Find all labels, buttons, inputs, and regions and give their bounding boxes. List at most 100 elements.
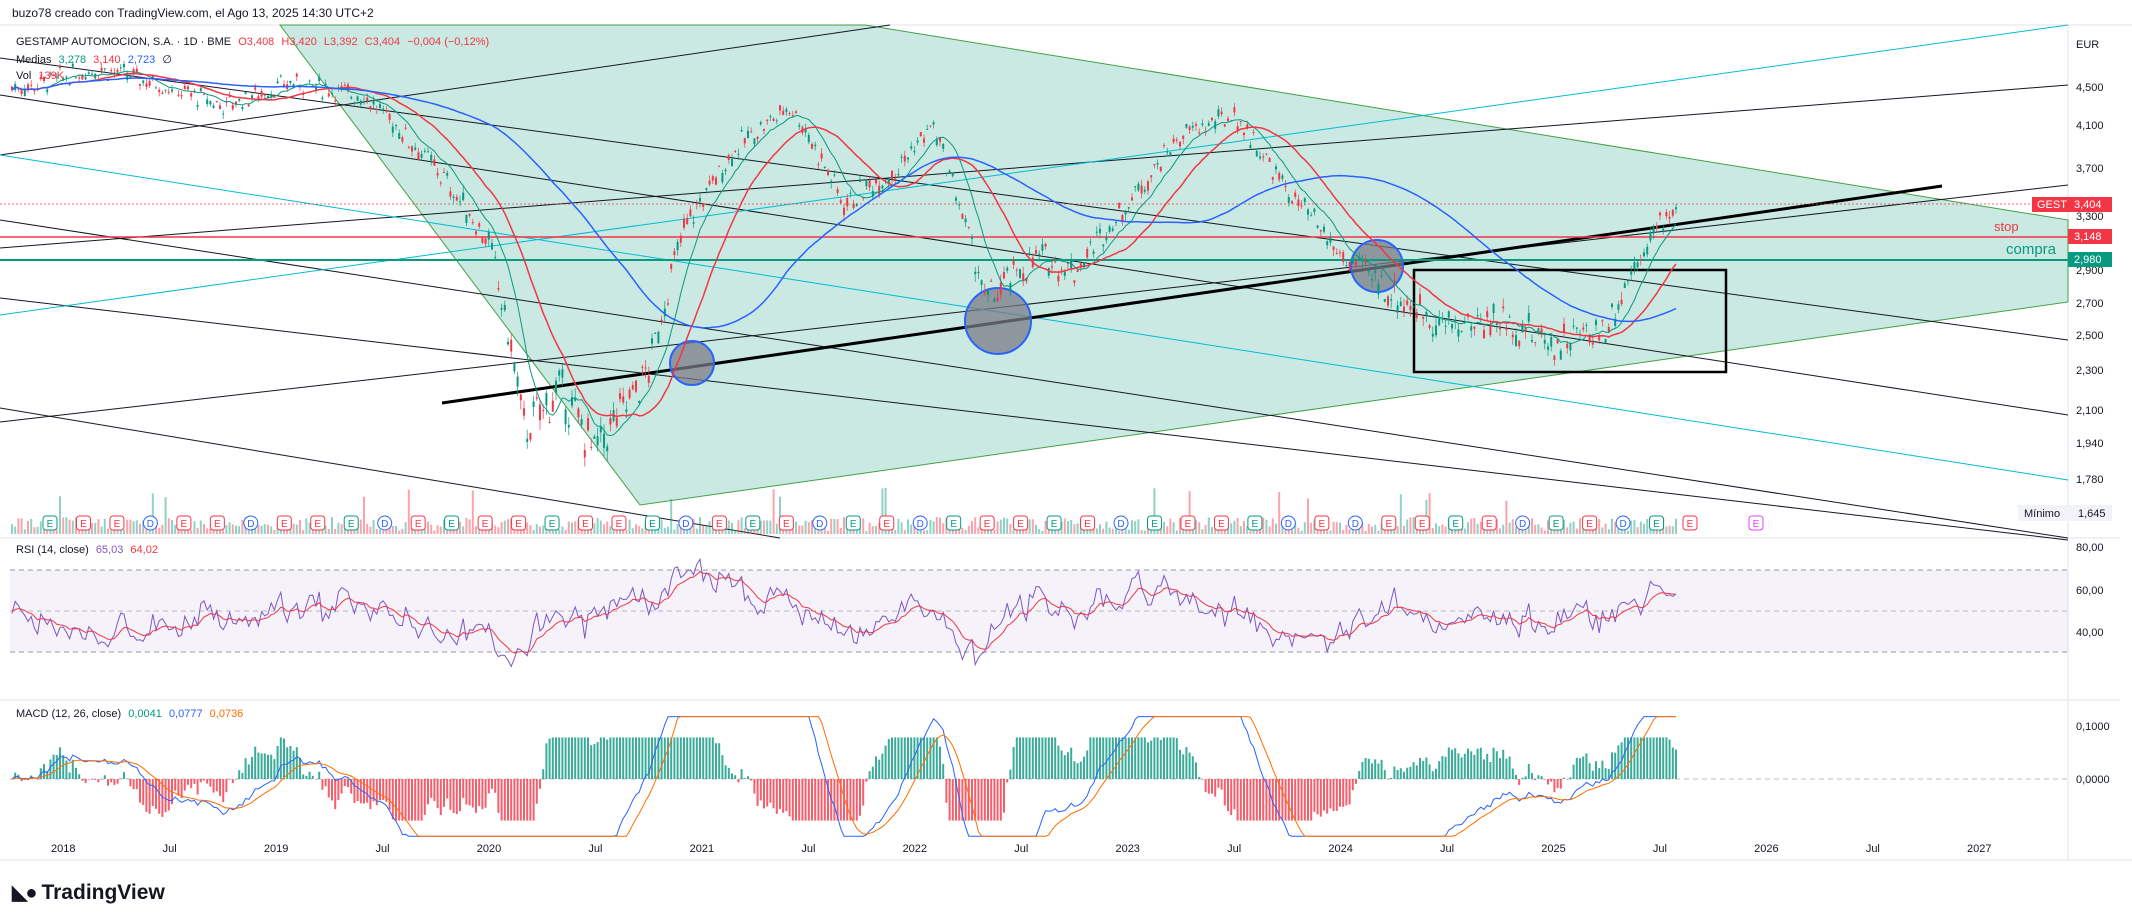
candle-body (449, 191, 452, 197)
candle-body (779, 105, 781, 111)
candle-body (1518, 340, 1521, 347)
price-tick: 2,100 (2076, 405, 2104, 417)
volume-bar (939, 517, 941, 534)
candle-body (267, 95, 269, 99)
macd-histogram-bar (545, 743, 548, 779)
candle-body (823, 166, 826, 168)
candle-body (331, 93, 333, 95)
macd-histogram-bar (97, 779, 100, 783)
volume-bar (1271, 518, 1274, 534)
candle-body (1419, 294, 1421, 305)
candle-body (1207, 123, 1210, 126)
tradingview-logo[interactable]: ◣● TradingView (12, 880, 165, 905)
candle-body (123, 63, 125, 68)
volume-bar (1031, 519, 1034, 534)
macd-histogram-bar (567, 737, 570, 779)
macd-tick-0: 0,0000 (2076, 774, 2110, 786)
macd-histogram-bar (683, 737, 685, 779)
candle-body (673, 251, 676, 256)
macd-histogram-bar (107, 779, 109, 786)
volume-bar (1044, 521, 1047, 534)
candle-body (593, 436, 596, 439)
macd-histogram-bar (1399, 768, 1402, 779)
candle-body (686, 218, 689, 225)
macd-histogram-bar (587, 737, 589, 779)
macd-histogram-bar (235, 779, 237, 780)
volume-bar (1675, 518, 1677, 534)
candle-body (1495, 323, 1498, 325)
candle-body (887, 178, 890, 185)
volume-bar (71, 520, 74, 534)
rsi-legend[interactable]: RSI (14, close) 65,03 64,02 (16, 544, 162, 556)
volume-bar (1009, 524, 1012, 534)
macd-histogram-bar (503, 779, 506, 821)
candle-body (625, 409, 628, 413)
macd-histogram-bar (955, 779, 957, 821)
candle-body (1166, 151, 1169, 153)
macd-histogram-bar (135, 779, 138, 790)
price-axis[interactable]: EUR 4,5004,1003,7003,3002,9002,7002,5002… (2076, 39, 2104, 486)
volume-bar (1575, 528, 1578, 534)
rsi-axis[interactable]: 80,00 60,00 40,00 (2076, 542, 2104, 639)
macd-histogram-bar (791, 779, 794, 821)
volume-legend[interactable]: Vol 139K (16, 70, 68, 82)
macd-histogram-bar (113, 779, 116, 785)
symbol-legend[interactable]: GESTAMP AUTOMOCION, S.A. · 1D · BME O3,4… (16, 36, 493, 48)
candle-body (1255, 151, 1258, 157)
candle-body (1220, 111, 1223, 115)
volume-bar (1633, 520, 1636, 534)
candle-body (1476, 314, 1479, 316)
volume-bar (449, 527, 452, 534)
volume-bar (1521, 528, 1524, 534)
macd-histogram-bar (878, 759, 881, 779)
macd-histogram-bar (1390, 777, 1393, 779)
candle-body (340, 85, 343, 89)
volume-bar (1348, 529, 1351, 534)
volume-bar (1499, 528, 1501, 534)
earnings-marker: E (310, 515, 326, 531)
macd-histogram-bar (11, 779, 13, 780)
svg-text:D: D (682, 519, 689, 530)
candle-body (33, 89, 36, 92)
volume-bar (379, 529, 381, 534)
macd-axis[interactable]: 0,1000 0,0000 (2076, 721, 2110, 786)
volume-bar (1614, 522, 1617, 534)
macd-histogram-bar (427, 779, 429, 805)
volume-bar (708, 521, 711, 534)
macd-histogram-bar (1003, 779, 1005, 813)
volume-bar (993, 529, 996, 534)
macd-histogram-bar (327, 779, 330, 798)
price-badges: GEST 3,404 stop 3,148 compra 2,980 Mínim… (1994, 197, 2112, 521)
volume-bar (231, 524, 234, 534)
earnings-marker: E (1481, 515, 1497, 531)
macd-histogram-bar (804, 779, 807, 821)
medias-legend[interactable]: Medias 3,278 3,140 2,723 ∅ (16, 53, 176, 66)
volume-bar (391, 525, 394, 534)
volume-bar (1275, 523, 1277, 534)
macd-histogram-bar (702, 737, 705, 779)
macd-histogram-bar (411, 779, 413, 821)
volume-bar (36, 526, 39, 534)
macd-histogram-bar (705, 737, 708, 779)
macd-histogram-bar (1387, 778, 1389, 780)
volume-bar (1163, 521, 1165, 534)
candle-body (1124, 211, 1127, 215)
candle-body (1550, 337, 1553, 347)
volume-bar (926, 530, 929, 534)
candle-body (916, 140, 919, 143)
volume-bar (427, 521, 429, 534)
candle-body (1489, 325, 1492, 336)
macd-histogram-bar (388, 779, 391, 810)
time-axis[interactable]: 2018 Jul 2019 Jul 2020 Jul 2021 Jul 2022 Jul 2023 J… (51, 843, 1992, 855)
candle-body (1502, 306, 1505, 309)
volume-bar (1598, 519, 1601, 534)
candle-body (1636, 262, 1639, 268)
volume-bar (795, 521, 797, 534)
macd-histogram-bar (993, 779, 996, 821)
candle-body (17, 88, 20, 90)
macd-legend[interactable]: MACD (12, 26, close) 0,0041 0,0777 0,073… (16, 708, 247, 720)
macd-histogram-bar (247, 764, 250, 779)
volume-bar (599, 520, 602, 534)
